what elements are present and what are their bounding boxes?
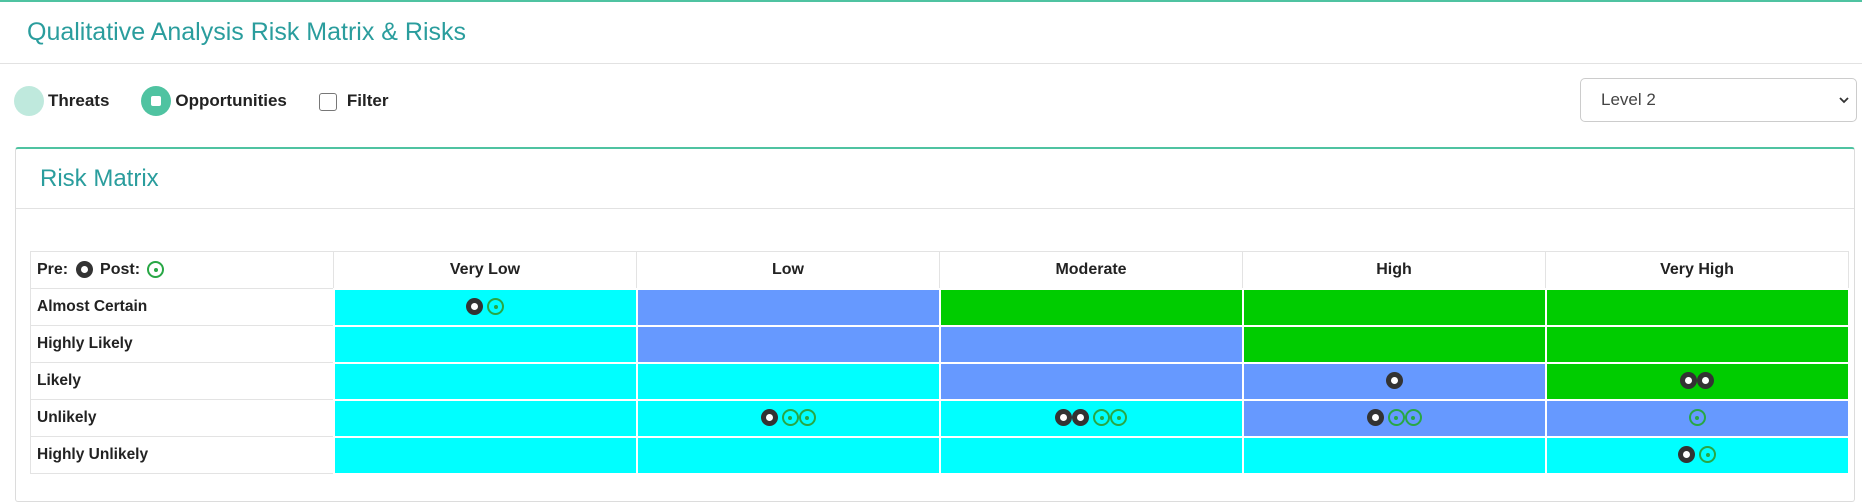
matrix-cell-likely-very-high[interactable] [1544, 361, 1850, 401]
row-label: Almost Certain [30, 288, 334, 326]
legend-post-label: Post: [100, 261, 141, 278]
pre-risk-marker-icon[interactable] [1385, 372, 1403, 390]
matrix-cell-highly-unlikely-moderate [938, 435, 1244, 475]
pre-risk-marker-icon[interactable] [760, 409, 778, 427]
post-risk-marker-icon[interactable] [1688, 409, 1706, 427]
matrix-cell-unlikely-high[interactable] [1241, 398, 1547, 438]
post-risk-marker-icon[interactable] [798, 409, 816, 427]
chevron-down-icon [1839, 97, 1849, 104]
pre-risk-marker-icon[interactable] [1366, 409, 1384, 427]
post-risk-marker-icon[interactable] [1387, 409, 1405, 427]
pre-risk-marker-icon[interactable] [1055, 409, 1072, 427]
threats-toggle[interactable]: Threats [14, 86, 109, 116]
matrix-cell-highly-likely-moderate [938, 324, 1244, 364]
matrix-cell-almost-certain-high [1241, 287, 1547, 327]
matrix-row-unlikely: Unlikely [30, 398, 1850, 438]
risk-matrix-card-header: Risk Matrix [16, 149, 1854, 209]
threats-label: Threats [48, 91, 110, 110]
matrix-cell-highly-unlikely-low [635, 435, 941, 475]
matrix-row-likely: Likely [30, 361, 1850, 401]
matrix-cell-unlikely-very-low [332, 398, 638, 438]
matrix-cell-highly-likely-low [635, 324, 941, 364]
level-select[interactable]: Level 2 [1580, 78, 1857, 122]
matrix-cell-highly-likely-very-low [332, 324, 638, 364]
risk-matrix-card: Risk Matrix Pre: Post: Very Low Low Mode… [15, 147, 1855, 502]
matrix-cell-almost-certain-moderate [938, 287, 1244, 327]
matrix-cell-likely-moderate [938, 361, 1244, 401]
post-risk-marker-icon[interactable] [1404, 409, 1422, 427]
pre-risk-marker-icon[interactable] [1072, 409, 1089, 427]
pre-risk-marker-icon[interactable] [1697, 372, 1714, 390]
legend-pre-label: Pre: [37, 261, 69, 278]
matrix-row-almost-certain: Almost Certain [30, 287, 1850, 327]
col-header-moderate: Moderate [939, 251, 1243, 289]
row-label: Highly Likely [30, 325, 334, 363]
row-label: Likely [30, 362, 334, 400]
matrix-cell-unlikely-moderate[interactable] [938, 398, 1244, 438]
matrix-cell-almost-certain-low [635, 287, 941, 327]
matrix-header-row: Pre: Post: Very Low Low Moderate High Ve… [30, 251, 1849, 289]
matrix-legend: Pre: Post: [30, 251, 334, 289]
matrix-cell-almost-certain-very-low[interactable] [332, 287, 638, 327]
matrix-cell-highly-unlikely-very-low [332, 435, 638, 475]
post-marker-icon [147, 261, 165, 279]
post-risk-marker-icon[interactable] [1699, 446, 1716, 464]
filter-checkbox[interactable] [318, 93, 337, 111]
matrix-body: Almost Certain Highly Likely Likely Unlikel… [30, 287, 1850, 475]
page-title: Qualitative Analysis Risk Matrix & Risks [27, 18, 467, 46]
matrix-cell-unlikely-very-high[interactable] [1544, 398, 1850, 438]
matrix-cell-unlikely-low[interactable] [635, 398, 941, 438]
opportunities-toggle[interactable]: Opportunities [141, 86, 287, 116]
matrix-cell-almost-certain-very-high [1544, 287, 1850, 327]
threats-radio-icon[interactable] [14, 86, 44, 116]
opportunities-radio-icon[interactable] [141, 86, 172, 116]
matrix-row-highly-unlikely: Highly Unlikely [30, 435, 1850, 475]
col-header-low: Low [636, 251, 940, 289]
matrix-cell-highly-likely-high [1241, 324, 1547, 364]
panel-header: Qualitative Analysis Risk Matrix & Risks [0, 2, 1862, 64]
filter-checkbox-wrap[interactable]: Filter [318, 91, 389, 111]
pre-marker-icon [75, 261, 93, 279]
pre-risk-marker-icon[interactable] [1678, 446, 1695, 464]
level-select-value: Level 2 [1601, 90, 1656, 109]
risk-matrix-table: Pre: Post: Very Low Low Moderate High Ve… [30, 251, 1850, 475]
col-header-high: High [1242, 251, 1546, 289]
matrix-cell-likely-high[interactable] [1241, 361, 1547, 401]
opportunities-label: Opportunities [175, 91, 287, 110]
matrix-cell-likely-low [635, 361, 941, 401]
pre-risk-marker-icon[interactable] [1680, 372, 1697, 390]
row-label: Highly Unlikely [30, 436, 334, 474]
filter-label: Filter [346, 91, 389, 110]
matrix-controls: Threats Opportunities Filter [14, 86, 388, 116]
post-risk-marker-icon[interactable] [1093, 409, 1110, 427]
matrix-row-highly-likely: Highly Likely [30, 324, 1850, 364]
row-label: Unlikely [30, 399, 334, 437]
matrix-cell-highly-likely-very-high [1544, 324, 1850, 364]
post-risk-marker-icon[interactable] [1110, 409, 1127, 427]
risk-matrix-title: Risk Matrix [40, 164, 159, 192]
pre-risk-marker-icon[interactable] [466, 298, 483, 316]
post-risk-marker-icon[interactable] [781, 409, 799, 427]
col-header-very-low: Very Low [333, 251, 637, 289]
post-risk-marker-icon[interactable] [487, 298, 504, 316]
matrix-cell-likely-very-low [332, 361, 638, 401]
matrix-cell-highly-unlikely-high [1241, 435, 1547, 475]
matrix-cell-highly-unlikely-very-high[interactable] [1544, 435, 1850, 475]
col-header-very-high: Very High [1545, 251, 1849, 289]
